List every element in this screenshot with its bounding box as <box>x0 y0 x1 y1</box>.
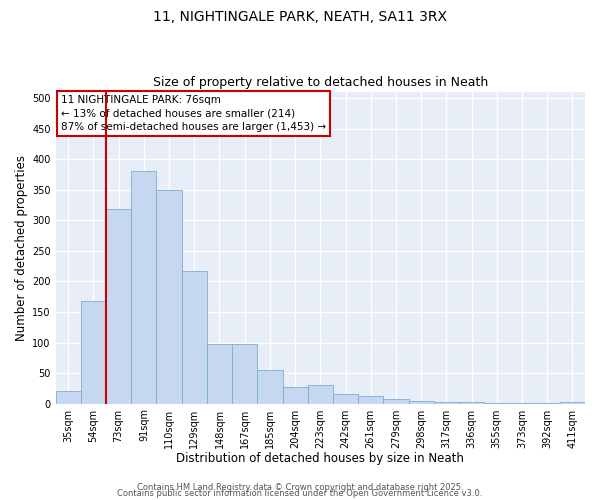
Y-axis label: Number of detached properties: Number of detached properties <box>15 155 28 341</box>
Bar <box>459 402 484 404</box>
Bar <box>131 172 157 404</box>
Bar <box>56 392 81 404</box>
Text: Contains public sector information licensed under the Open Government Licence v3: Contains public sector information licen… <box>118 490 482 498</box>
Bar <box>333 394 358 404</box>
Bar <box>409 400 434 404</box>
Bar <box>434 402 459 404</box>
X-axis label: Distribution of detached houses by size in Neath: Distribution of detached houses by size … <box>176 452 464 465</box>
Bar <box>560 402 585 404</box>
Text: 11 NIGHTINGALE PARK: 76sqm
← 13% of detached houses are smaller (214)
87% of sem: 11 NIGHTINGALE PARK: 76sqm ← 13% of deta… <box>61 95 326 132</box>
Bar <box>81 301 106 404</box>
Bar <box>484 403 509 404</box>
Bar <box>182 271 207 404</box>
Text: Contains HM Land Registry data © Crown copyright and database right 2025.: Contains HM Land Registry data © Crown c… <box>137 484 463 492</box>
Bar <box>509 403 535 404</box>
Bar <box>106 210 131 404</box>
Bar <box>232 344 257 404</box>
Bar <box>308 386 333 404</box>
Title: Size of property relative to detached houses in Neath: Size of property relative to detached ho… <box>153 76 488 90</box>
Bar <box>383 398 409 404</box>
Bar <box>358 396 383 404</box>
Text: 11, NIGHTINGALE PARK, NEATH, SA11 3RX: 11, NIGHTINGALE PARK, NEATH, SA11 3RX <box>153 10 447 24</box>
Bar <box>283 387 308 404</box>
Bar <box>207 344 232 404</box>
Bar <box>535 403 560 404</box>
Bar <box>157 190 182 404</box>
Bar <box>257 370 283 404</box>
